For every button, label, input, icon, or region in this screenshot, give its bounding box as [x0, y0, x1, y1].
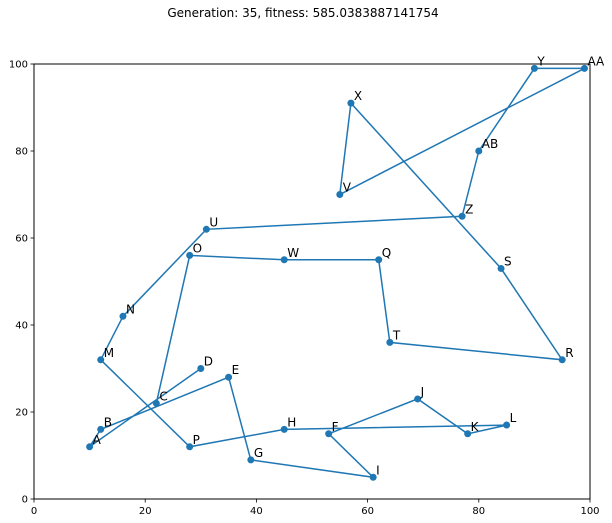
- x-tick-label: 60: [361, 506, 374, 517]
- city-marker-a: [86, 443, 94, 451]
- city-label-r: R: [565, 346, 573, 360]
- city-marker-z: [458, 212, 466, 220]
- city-marker-j: [414, 395, 422, 403]
- tour-path: [88, 67, 585, 479]
- city-label-b: B: [104, 415, 112, 429]
- city-marker-f: [325, 430, 333, 438]
- city-label-y: Y: [536, 54, 545, 68]
- axes-frame: [33, 63, 591, 500]
- city-label-aa: AA: [587, 54, 605, 68]
- x-tick-label: 40: [250, 506, 263, 517]
- city-marker-y: [530, 64, 538, 72]
- city-marker-h: [280, 425, 288, 433]
- city-marker-q: [375, 256, 383, 264]
- city-marker-u: [202, 225, 210, 233]
- city-marker-w: [280, 256, 288, 264]
- city-label-k: K: [471, 420, 480, 434]
- city-label-o: O: [193, 241, 202, 255]
- chart-title: Generation: 35, fitness: 585.03838871417…: [167, 6, 438, 20]
- city-marker-l: [503, 421, 511, 429]
- y-tick-label: 100: [9, 60, 28, 71]
- city-marker-aa: [580, 64, 588, 72]
- city-marker-i: [369, 473, 377, 481]
- city-label-t: T: [392, 328, 401, 342]
- city-label-l: L: [510, 411, 517, 425]
- city-marker-s: [497, 264, 505, 272]
- city-label-u: U: [209, 215, 218, 229]
- city-label-m: M: [104, 346, 114, 360]
- city-label-x: X: [354, 89, 362, 103]
- city-label-v: V: [343, 181, 352, 195]
- city-label-ab: AB: [482, 137, 498, 151]
- y-axis: 0 20 40 60 80 100: [9, 60, 34, 506]
- city-label-i: I: [376, 463, 380, 477]
- city-label-e: E: [232, 363, 240, 377]
- x-tick-label: 20: [139, 506, 152, 517]
- city-label-j: J: [420, 385, 425, 399]
- city-label-s: S: [504, 254, 512, 268]
- city-marker-n: [119, 312, 127, 320]
- city-label-a: A: [93, 433, 102, 447]
- x-tick-label: 80: [472, 506, 485, 517]
- city-label-z: Z: [465, 202, 473, 216]
- city-label-p: P: [193, 433, 200, 447]
- city-marker-g: [247, 456, 255, 464]
- x-tick-label: 100: [580, 506, 599, 517]
- y-tick-label: 20: [15, 408, 28, 419]
- y-tick-label: 60: [15, 234, 28, 245]
- city-marker-v: [336, 191, 344, 198]
- x-axis: 0 20 40 60 80 100: [31, 499, 600, 517]
- city-marker-r: [558, 356, 566, 364]
- city-marker-x: [347, 99, 355, 107]
- city-label-d: D: [204, 355, 213, 369]
- city-label-h: H: [287, 415, 296, 429]
- city-marker-o: [186, 251, 194, 259]
- city-markers: [86, 64, 588, 481]
- city-marker-c: [152, 399, 160, 407]
- y-tick-label: 0: [22, 495, 28, 506]
- y-tick-label: 40: [15, 321, 28, 332]
- city-marker-m: [97, 356, 105, 364]
- city-label-q: Q: [382, 246, 391, 260]
- city-marker-t: [386, 338, 394, 346]
- city-label-n: N: [126, 302, 135, 316]
- city-label-g: G: [254, 446, 263, 460]
- city-marker-b: [97, 425, 105, 433]
- city-marker-e: [225, 373, 233, 381]
- city-marker-k: [464, 430, 472, 438]
- city-marker-d: [197, 365, 205, 372]
- x-tick-label: 0: [31, 506, 37, 517]
- city-label-f: F: [332, 420, 339, 434]
- city-label-c: C: [159, 389, 167, 403]
- city-marker-p: [186, 443, 194, 451]
- city-label-w: W: [287, 246, 299, 260]
- y-tick-label: 80: [15, 147, 28, 158]
- city-marker-ab: [475, 147, 483, 155]
